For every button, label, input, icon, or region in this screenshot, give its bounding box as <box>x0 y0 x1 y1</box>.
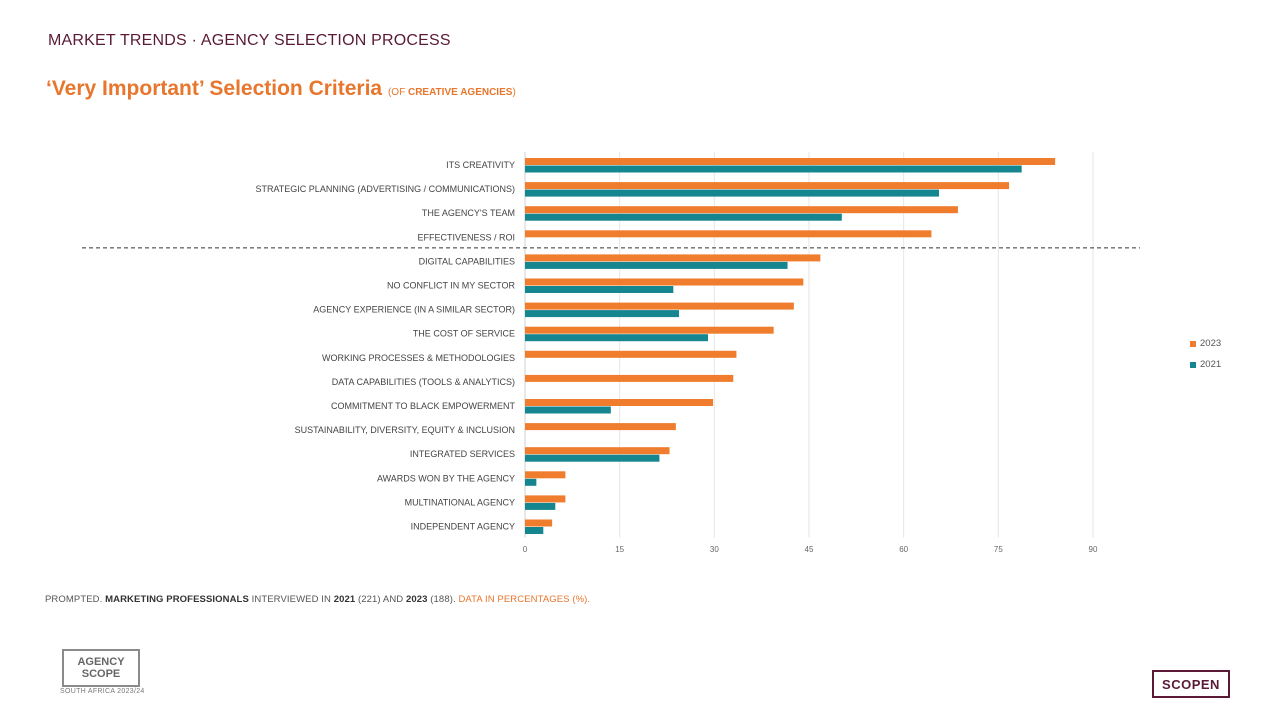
bar-2021-10 <box>525 406 611 414</box>
bar-2023-6 <box>525 302 794 310</box>
x-tick-label-90: 90 <box>1089 545 1098 554</box>
chart-legend: 2023 2021 <box>1190 333 1221 375</box>
bar-2023-11 <box>525 423 676 431</box>
bar-2023-14 <box>525 495 566 503</box>
section-title: MARKET TRENDS · AGENCY SELECTION PROCESS <box>48 32 451 49</box>
category-label: DATA CAPABILITIES (TOOLS & ANALYTICS) <box>332 377 515 387</box>
footnote: PROMPTED. MARKETING PROFESSIONALS INTERV… <box>45 594 591 605</box>
x-tick-label-60: 60 <box>899 545 908 554</box>
category-label: ITS CREATIVITY <box>446 160 515 170</box>
bar-2021-13 <box>525 478 537 486</box>
agency-scope-logo: AGENCY SCOPE <box>62 649 140 687</box>
x-tick-label-30: 30 <box>710 545 719 554</box>
category-label: INTEGRATED SERVICES <box>410 449 515 459</box>
category-label: EFFECTIVENESS / ROI <box>417 232 515 242</box>
category-label: AWARDS WON BY THE AGENCY <box>377 473 515 483</box>
bar-2021-5 <box>525 286 674 293</box>
bar-2021-14 <box>525 502 556 510</box>
category-label: THE COST OF SERVICE <box>413 329 515 339</box>
chart-headline: ‘Very Important’ Selection Criteria (OF … <box>46 77 516 101</box>
bar-2021-7 <box>525 334 709 342</box>
category-label: DIGITAL CAPABILITIES <box>419 256 515 266</box>
bar-2021-6 <box>525 310 679 318</box>
bar-2023-13 <box>525 471 566 479</box>
x-tick-label-75: 75 <box>994 545 1003 554</box>
bar-2021-0 <box>525 165 1022 173</box>
bar-2023-9 <box>525 374 734 382</box>
legend-label-2023: 2023 <box>1200 338 1222 349</box>
legend-swatch-2021 <box>1190 361 1196 368</box>
bar-2023-4 <box>525 254 821 262</box>
legend-item-2023: 2023 <box>1190 333 1221 354</box>
bar-2023-2 <box>525 206 958 214</box>
legend-label-2021: 2021 <box>1200 359 1222 370</box>
category-label: COMMITMENT TO BLACK EMPOWERMENT <box>331 401 516 411</box>
bar-2021-2 <box>525 213 842 221</box>
bar-2023-5 <box>525 278 804 286</box>
category-label: STRATEGIC PLANNING (ADVERTISING / COMMUN… <box>255 184 515 194</box>
bar-2023-10 <box>525 399 714 406</box>
bar-2023-8 <box>525 350 737 358</box>
category-label: INDEPENDENT AGENCY <box>411 522 515 532</box>
category-label: THE AGENCY'S TEAM <box>422 208 515 218</box>
bar-2021-12 <box>525 454 660 462</box>
bar-2021-1 <box>525 189 940 197</box>
category-label: WORKING PROCESSES & METHODOLOGIES <box>322 353 515 363</box>
category-label: NO CONFLICT IN MY SECTOR <box>387 281 516 291</box>
bar-2023-1 <box>525 182 1010 190</box>
category-label: SUSTAINABILITY, DIVERSITY, EQUITY & INCL… <box>295 425 515 435</box>
scopen-logo: SCOPEN <box>1152 670 1230 698</box>
bar-2023-7 <box>525 326 774 334</box>
headline-subtitle: (OF CREATIVE AGENCIES) <box>387 87 516 98</box>
bar-2023-15 <box>525 519 553 527</box>
x-tick-label-45: 45 <box>805 545 814 554</box>
category-label: MULTINATIONAL AGENCY <box>405 497 515 507</box>
selection-criteria-bar-chart: 0 15 30 45 60 75 90 ITS CREATIVITY STRATEGIC PLA… <box>82 152 1140 554</box>
legend-item-2021: 2021 <box>1190 354 1221 375</box>
bar-2023-12 <box>525 447 670 455</box>
x-tick-label-15: 15 <box>615 545 624 554</box>
x-tick-label-0: 0 <box>523 545 528 554</box>
bar-2023-3 <box>525 230 932 238</box>
bar-2023-0 <box>525 158 1056 165</box>
bar-2021-15 <box>525 527 544 534</box>
headline-text: ‘Very Important’ Selection Criteria <box>46 77 383 100</box>
bar-2021-4 <box>525 261 788 269</box>
agency-scope-edition: SOUTH AFRICA 2023/24 <box>60 688 145 695</box>
legend-swatch-2023 <box>1190 340 1196 347</box>
category-label: AGENCY EXPERIENCE (IN A SIMILAR SECTOR) <box>313 305 515 315</box>
